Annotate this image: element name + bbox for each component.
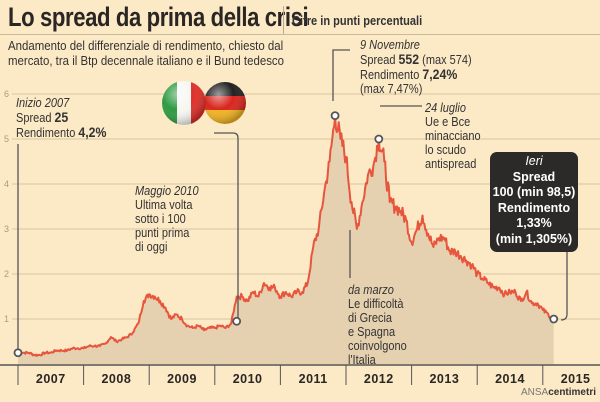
highlight-point [232,316,242,326]
x-tick-label: 2010 [233,372,263,386]
x-tick-label: 2012 [364,372,394,386]
annotation-leaders [17,49,568,352]
x-tick-label: 2015 [561,372,591,386]
y-tick-label: 1 [4,314,9,324]
x-tick-label: 2014 [495,372,525,386]
highlight-point [549,314,559,324]
x-tick-label: 2007 [36,372,66,386]
y-tick-label: 5 [4,134,9,144]
annotation-9-novembre: 9 Novembre Spread 552 (max 574) Rendimen… [360,38,472,96]
title-divider [283,6,284,34]
credit-logo: ANSAcentimetri [520,387,596,398]
y-tick-label: 2 [4,269,9,279]
header-rule [0,34,600,35]
annotation-inizio-2007: Inizio 2007 Spread 25 Rendimento 4,2% [16,96,107,140]
annotation-date: Inizio 2007 [16,96,70,110]
highlight-point [13,348,23,358]
annotation-da-marzo: da marzo Le difficoltà di Grecia e Spagn… [348,283,407,367]
annotation-24-luglio: 24 luglio Ue e Bce minacciano lo scudo a… [425,101,481,171]
y-tick-label: 6 [4,89,9,99]
x-tick-label: 2013 [429,372,459,386]
chart-title: Lo spread da prima della crisi [8,2,309,32]
annotation-maggio-2010: Maggio 2010 Ultima volta sotto i 100 pun… [135,184,199,254]
chart-subtitle: Cifre in punti percentuali [292,13,423,28]
area-fill [18,116,554,364]
x-tick-label: 2011 [299,372,328,386]
highlight-point [330,111,340,120]
x-tick-label: 2009 [167,372,197,386]
germany-flag-icon [204,82,246,124]
highlight-point [374,134,384,144]
y-tick-label: 4 [4,179,9,189]
y-tick-label: 3 [4,224,9,234]
x-tick-label: 2008 [101,372,131,386]
spread-line [17,115,555,357]
italy-flag-icon [162,81,206,125]
callout-ieri: Ieri Spread 100 (min 98,5) Rendimento 1,… [490,152,578,252]
chart-description: Andamento del differenziale di rendiment… [8,38,285,68]
